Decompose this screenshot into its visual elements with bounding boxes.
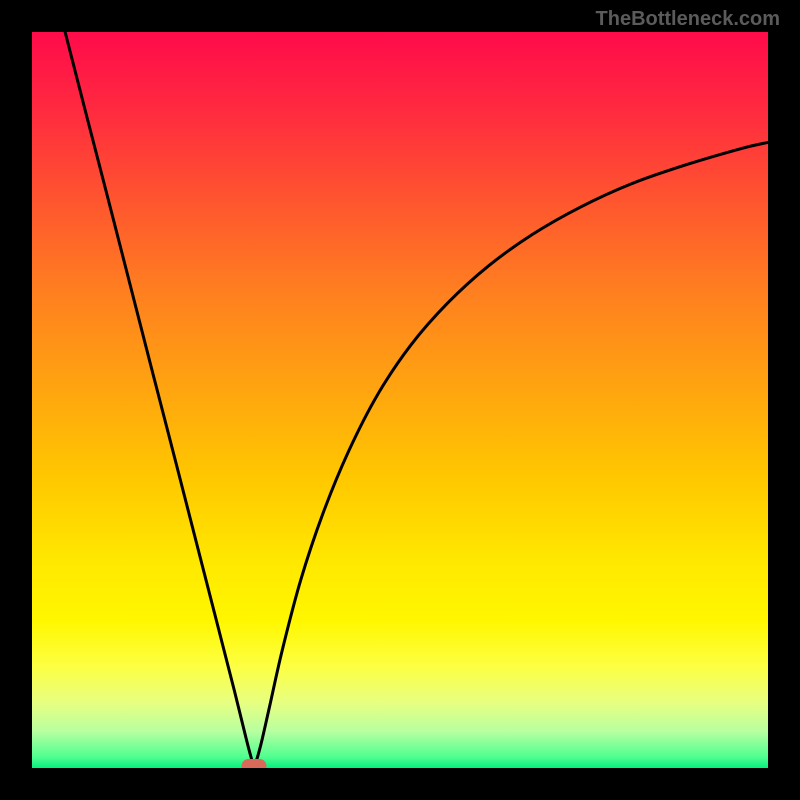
plot-area: [32, 32, 768, 768]
valley-marker: [242, 759, 267, 768]
bottleneck-curve: [32, 32, 768, 768]
watermark-text: TheBottleneck.com: [596, 8, 780, 31]
